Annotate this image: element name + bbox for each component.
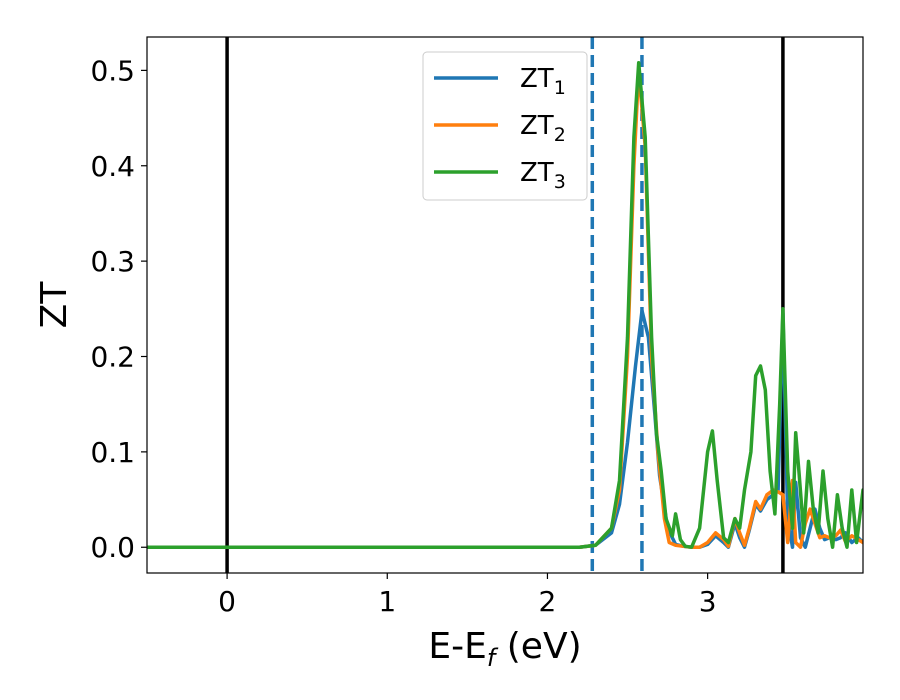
x-tick-label-3: 3 [699, 585, 717, 618]
x-axis: 0 1 2 3 [218, 573, 717, 618]
x-axis-title: E-Ef (eV) [428, 626, 581, 672]
x-axis-title-main: E-E [428, 626, 486, 667]
legend: ZT1 ZT2 ZT3 [422, 51, 588, 201]
y-tick-label-1: 0.1 [90, 436, 135, 469]
legend-label-2: ZT2 [520, 111, 566, 146]
x-tick-label-1: 1 [378, 585, 396, 618]
y-tick-label-4: 0.4 [90, 150, 135, 183]
legend-label-1: ZT1 [520, 64, 566, 99]
x-tick-label-2: 2 [539, 585, 557, 618]
x-axis-title-tail: (eV) [495, 626, 581, 667]
plot-frame [146, 36, 864, 574]
y-tick-label-5: 0.5 [90, 54, 135, 87]
series-lines [147, 61, 863, 549]
legend-label-3: ZT3 [520, 158, 566, 193]
y-tick-label-3: 0.3 [90, 245, 135, 278]
y-tick-label-2: 0.2 [90, 341, 135, 374]
legend-box [422, 51, 588, 201]
y-axis-title: ZT [34, 281, 75, 329]
y-tick-label-0: 0.0 [90, 531, 135, 564]
y-axis: 0.0 0.1 0.2 0.3 0.4 0.5 [90, 54, 147, 564]
series-line-3 [147, 61, 863, 549]
reference-lines [225, 37, 785, 573]
x-tick-label-0: 0 [218, 585, 236, 618]
